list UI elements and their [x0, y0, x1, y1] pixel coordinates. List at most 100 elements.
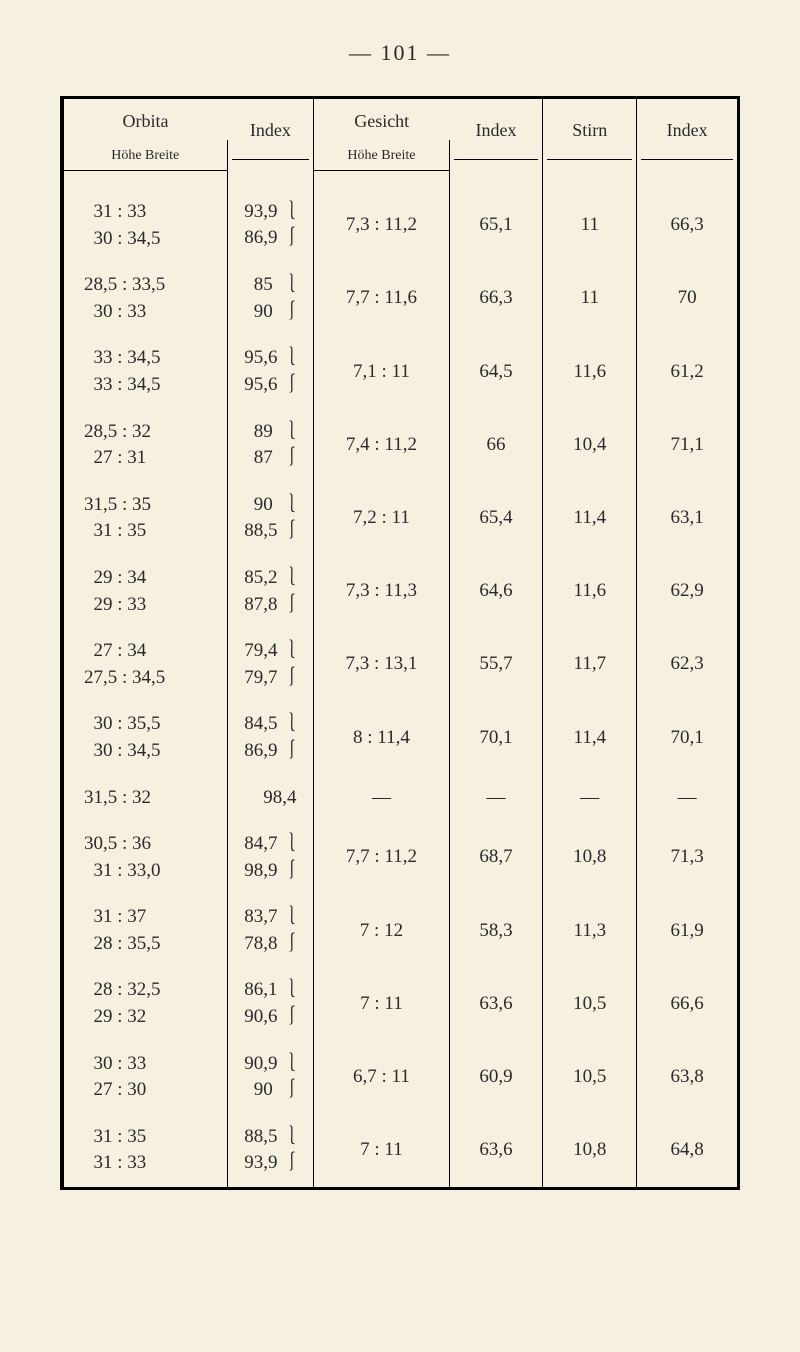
index2-cell: 58,3	[449, 894, 543, 967]
orbita-cell: 31,5 : 32	[64, 775, 227, 822]
index3-cell: 64,8	[637, 1114, 737, 1187]
table-row: 31 : 33 30 : 34,593,9 ⎱ 86,9 ⎰7,3 : 11,2…	[64, 171, 737, 263]
index2-cell: 64,6	[449, 555, 543, 628]
orbita-cell: 28 : 32,5 29 : 32	[64, 967, 227, 1040]
index1-cell: 93,9 ⎱ 86,9 ⎰	[227, 171, 314, 263]
index3-cell: 71,3	[637, 821, 737, 894]
table-row: 31 : 35 31 : 3388,5 ⎱ 93,9 ⎰7 : 1163,610…	[64, 1114, 737, 1187]
orbita-cell: 33 : 34,5 33 : 34,5	[64, 335, 227, 408]
index1-cell: 83,7 ⎱ 78,8 ⎰	[227, 894, 314, 967]
gesicht-cell: 8 : 11,4	[314, 701, 449, 774]
gesicht-cell: 7 : 12	[314, 894, 449, 967]
header-index3: Index	[637, 99, 737, 171]
gesicht-cell: 7,3 : 11,2	[314, 171, 449, 263]
index1-cell: 88,5 ⎱ 93,9 ⎰	[227, 1114, 314, 1187]
index2-cell: 64,5	[449, 335, 543, 408]
gesicht-cell: 7,2 : 11	[314, 482, 449, 555]
stirn-cell: 11	[543, 262, 637, 335]
orbita-cell: 30 : 33 27 : 30	[64, 1041, 227, 1114]
table-row: 31 : 37 28 : 35,583,7 ⎱ 78,8 ⎰7 : 1258,3…	[64, 894, 737, 967]
index2-cell: 66	[449, 409, 543, 482]
table-row: 28,5 : 33,5 30 : 3385 ⎱ 90 ⎰7,7 : 11,666…	[64, 262, 737, 335]
index1-cell: 86,1 ⎱ 90,6 ⎰	[227, 967, 314, 1040]
orbita-cell: 31 : 37 28 : 35,5	[64, 894, 227, 967]
stirn-cell: 10,8	[543, 821, 637, 894]
index1-cell: 90 ⎱ 88,5 ⎰	[227, 482, 314, 555]
table-row: 31,5 : 3298,4 ————	[64, 775, 737, 822]
gesicht-cell: —	[314, 775, 449, 822]
header-gesicht-sub: Höhe Breite	[314, 140, 449, 171]
index1-cell: 79,4 ⎱ 79,7 ⎰	[227, 628, 314, 701]
stirn-cell: 10,5	[543, 1041, 637, 1114]
index2-cell: 68,7	[449, 821, 543, 894]
stirn-cell: 10,4	[543, 409, 637, 482]
orbita-cell: 28,5 : 32 27 : 31	[64, 409, 227, 482]
index2-cell: 65,4	[449, 482, 543, 555]
table-row: 31,5 : 35 31 : 3590 ⎱ 88,5 ⎰7,2 : 1165,4…	[64, 482, 737, 555]
header-gesicht: Gesicht	[314, 99, 449, 140]
index2-cell: 66,3	[449, 262, 543, 335]
table-row: 28 : 32,5 29 : 3286,1 ⎱ 90,6 ⎰7 : 1163,6…	[64, 967, 737, 1040]
index2-cell: 65,1	[449, 171, 543, 263]
stirn-cell: 11,4	[543, 701, 637, 774]
stirn-cell: 11,6	[543, 335, 637, 408]
gesicht-cell: 7,1 : 11	[314, 335, 449, 408]
index3-cell: 62,3	[637, 628, 737, 701]
index1-cell: 90,9 ⎱ 90 ⎰	[227, 1041, 314, 1114]
table-row: 29 : 34 29 : 3385,2 ⎱ 87,8 ⎰7,3 : 11,364…	[64, 555, 737, 628]
gesicht-cell: 7,7 : 11,2	[314, 821, 449, 894]
table-row: 28,5 : 32 27 : 3189 ⎱ 87 ⎰7,4 : 11,26610…	[64, 409, 737, 482]
index1-cell: 89 ⎱ 87 ⎰	[227, 409, 314, 482]
table-row: 33 : 34,5 33 : 34,595,6 ⎱ 95,6 ⎰7,1 : 11…	[64, 335, 737, 408]
gesicht-cell: 7,3 : 13,1	[314, 628, 449, 701]
orbita-cell: 29 : 34 29 : 33	[64, 555, 227, 628]
header-orbita-sub: Höhe Breite	[64, 140, 227, 171]
header-index1: Index	[227, 99, 314, 171]
index3-cell: 66,3	[637, 171, 737, 263]
index1-cell: 98,4	[227, 775, 314, 822]
data-table-container: Orbita Index Gesicht Index Stirn	[60, 96, 740, 1190]
orbita-cell: 31,5 : 35 31 : 35	[64, 482, 227, 555]
index3-cell: 66,6	[637, 967, 737, 1040]
gesicht-cell: 6,7 : 11	[314, 1041, 449, 1114]
stirn-cell: 11,4	[543, 482, 637, 555]
gesicht-cell: 7 : 11	[314, 967, 449, 1040]
page-number: — 101 —	[60, 40, 740, 66]
index3-cell: 70	[637, 262, 737, 335]
index1-cell: 95,6 ⎱ 95,6 ⎰	[227, 335, 314, 408]
stirn-cell: —	[543, 775, 637, 822]
index2-cell: 63,6	[449, 1114, 543, 1187]
orbita-cell: 30,5 : 36 31 : 33,0	[64, 821, 227, 894]
gesicht-cell: 7,3 : 11,3	[314, 555, 449, 628]
header-stirn: Stirn	[543, 99, 637, 171]
index2-cell: 70,1	[449, 701, 543, 774]
index3-cell: 62,9	[637, 555, 737, 628]
table-row: 30 : 33 27 : 3090,9 ⎱ 90 ⎰6,7 : 1160,910…	[64, 1041, 737, 1114]
orbita-cell: 28,5 : 33,5 30 : 33	[64, 262, 227, 335]
index3-cell: —	[637, 775, 737, 822]
index1-cell: 85,2 ⎱ 87,8 ⎰	[227, 555, 314, 628]
orbita-cell: 31 : 33 30 : 34,5	[64, 171, 227, 263]
index3-cell: 61,9	[637, 894, 737, 967]
data-table: Orbita Index Gesicht Index Stirn	[64, 99, 737, 1187]
gesicht-cell: 7,4 : 11,2	[314, 409, 449, 482]
index3-cell: 63,8	[637, 1041, 737, 1114]
stirn-cell: 11,3	[543, 894, 637, 967]
index1-cell: 85 ⎱ 90 ⎰	[227, 262, 314, 335]
table-row: 30,5 : 36 31 : 33,084,7 ⎱ 98,9 ⎰7,7 : 11…	[64, 821, 737, 894]
index3-cell: 63,1	[637, 482, 737, 555]
index3-cell: 61,2	[637, 335, 737, 408]
header-index2: Index	[449, 99, 543, 171]
index1-cell: 84,5 ⎱ 86,9 ⎰	[227, 701, 314, 774]
header-orbita: Orbita	[64, 99, 227, 140]
table-row: 30 : 35,5 30 : 34,584,5 ⎱ 86,9 ⎰8 : 11,4…	[64, 701, 737, 774]
index1-cell: 84,7 ⎱ 98,9 ⎰	[227, 821, 314, 894]
stirn-cell: 11,7	[543, 628, 637, 701]
index2-cell: 55,7	[449, 628, 543, 701]
index2-cell: 63,6	[449, 967, 543, 1040]
index3-cell: 71,1	[637, 409, 737, 482]
stirn-cell: 11,6	[543, 555, 637, 628]
index3-cell: 70,1	[637, 701, 737, 774]
stirn-cell: 10,5	[543, 967, 637, 1040]
stirn-cell: 11	[543, 171, 637, 263]
